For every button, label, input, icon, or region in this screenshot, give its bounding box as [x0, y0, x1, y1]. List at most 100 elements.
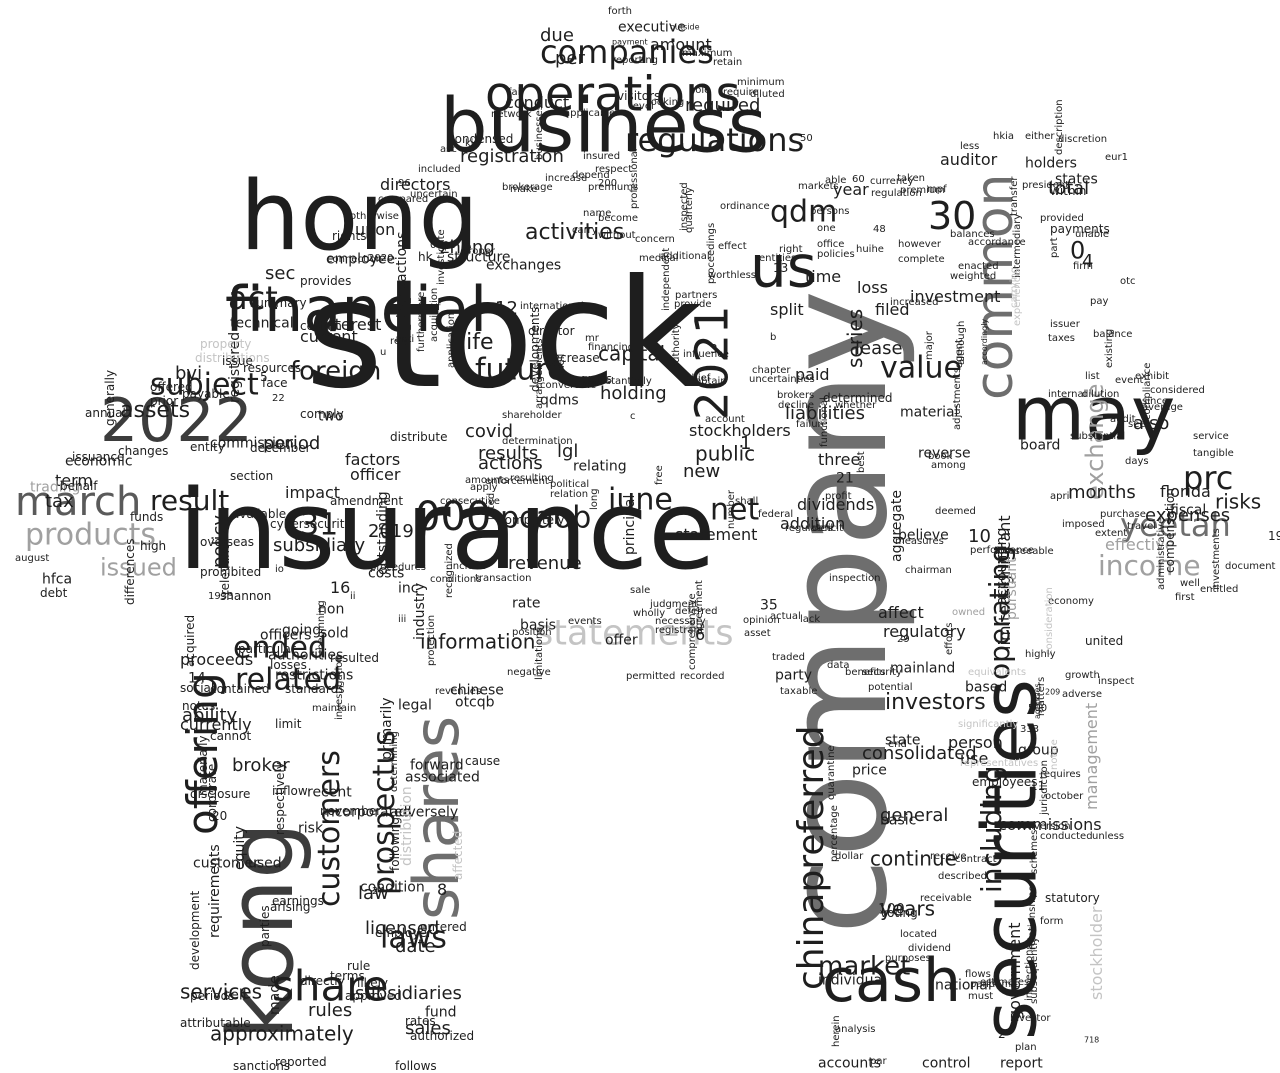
word-customer: customer [193, 855, 259, 872]
word-b: b [770, 331, 777, 343]
word-authority: authority [671, 323, 682, 369]
word-negative: negative [507, 666, 551, 678]
word-currently: currently [180, 714, 252, 734]
word-stockholder: stockholder [1087, 906, 1106, 1000]
word-convertible: convertible [540, 379, 597, 391]
word-technical: technical [230, 315, 294, 332]
word-amount: amount [650, 34, 712, 54]
word-consolidated: consolidated [862, 743, 977, 765]
word-otcqb: otcqb [455, 694, 495, 711]
word-hkia: hkia [993, 130, 1015, 142]
word-parties: parties [258, 905, 272, 947]
word-209: 209 [1045, 687, 1061, 697]
word-experience: experience [1012, 270, 1023, 326]
word-investor: investor [1010, 1012, 1051, 1024]
word-interest: interest [320, 314, 382, 334]
word-regulatory: regulatory [883, 621, 966, 641]
word-march: march [15, 479, 142, 526]
word-costs: costs [368, 565, 405, 582]
word-long: long [589, 488, 600, 510]
word-economic: economic [65, 453, 133, 470]
word-make: make [510, 183, 538, 195]
word-high: high [140, 539, 167, 554]
word-law: law [358, 883, 389, 905]
word-first: first [1175, 591, 1195, 603]
word-foreseeable: foreseeable [995, 545, 1054, 557]
word-industry: industry [412, 582, 428, 640]
word-prohibited: prohibited [200, 565, 262, 580]
word-president: president [1022, 179, 1070, 191]
word-november: november [320, 804, 382, 819]
word-authorities: authorities [268, 647, 344, 664]
word-6: 6 [695, 624, 706, 644]
word-resulting: resulting [510, 472, 554, 484]
word-benefits: benefits [845, 666, 886, 678]
word-u: u [380, 346, 387, 358]
word-debt: debt [40, 586, 68, 601]
word-equivalents: equivalents [968, 666, 1027, 678]
word-issue: issue [222, 354, 253, 369]
word-general: general [880, 805, 949, 827]
word-11: 11 [1030, 779, 1046, 794]
word-less: less [960, 140, 980, 152]
word-consecutive: consecutive [440, 495, 500, 507]
word-2019: 2019 [368, 521, 414, 543]
word-going: going [282, 622, 322, 639]
word-recorded: recorded [680, 670, 725, 682]
word-funds: funds [130, 510, 164, 525]
word-furthermore: furthermore [416, 291, 427, 352]
word-c: c [630, 410, 636, 422]
word-professional: professional [629, 148, 640, 209]
word-upon: upon [355, 219, 396, 239]
word-yeetah: yeetah [1120, 505, 1231, 544]
word-registrant: registrant [655, 624, 704, 636]
word-services: services [180, 979, 263, 1004]
word-impact: impact [285, 482, 341, 502]
word-book: book [928, 450, 953, 462]
word-f: f [437, 301, 441, 313]
word-exhibit: exhibit [1135, 370, 1170, 382]
word-end: end [888, 738, 907, 750]
word-highly: highly [1025, 648, 1056, 660]
word-sold: sold [320, 625, 349, 642]
word-payment: payment [612, 37, 648, 47]
word-legal: legal [398, 697, 432, 714]
word-balance: balance [1093, 328, 1133, 340]
word-able: able [825, 174, 847, 186]
word-per: per [555, 48, 585, 70]
word-officers: officers [260, 627, 312, 644]
word-trading: trading [30, 479, 81, 496]
word-cause: cause [465, 754, 501, 769]
word-enacted: enacted [958, 260, 999, 272]
word-increased: increased [890, 296, 939, 308]
word-mpf: mpf [927, 183, 947, 195]
word-notes: notes [182, 699, 216, 714]
word-share: share [272, 961, 389, 1011]
word-chapter: chapter [752, 364, 791, 376]
word-accordingly: accordingly [980, 318, 989, 365]
word-three: three [818, 449, 861, 469]
word-regulated: regulated [785, 522, 834, 534]
word-risks: risks [1215, 489, 1262, 514]
word-statement: statement [675, 524, 758, 544]
word-notice: notice [1049, 739, 1060, 770]
word-analysis: analysis [835, 1023, 876, 1035]
word-pandemic: pandemic [970, 978, 1020, 990]
word-behalf: behalf [60, 479, 98, 494]
word-person: person [948, 732, 1003, 752]
word-equity: equity [232, 825, 248, 870]
word-compensation: compensation [1163, 488, 1177, 573]
word-party: party [775, 667, 812, 684]
word-business: business [440, 81, 767, 170]
word-fund: fund [425, 1004, 457, 1021]
word-believe: believe [898, 527, 949, 544]
word-employee: employee [326, 251, 396, 268]
word-increase: increase [545, 172, 588, 184]
word-income: income [1098, 549, 1201, 583]
word-capital: capital [598, 341, 666, 366]
word-become: become [598, 212, 639, 224]
word-ended: ended [233, 630, 328, 666]
word-likely: likely [357, 976, 389, 991]
word-approved: approved [345, 989, 402, 1004]
word-effective: effective [1105, 534, 1175, 554]
